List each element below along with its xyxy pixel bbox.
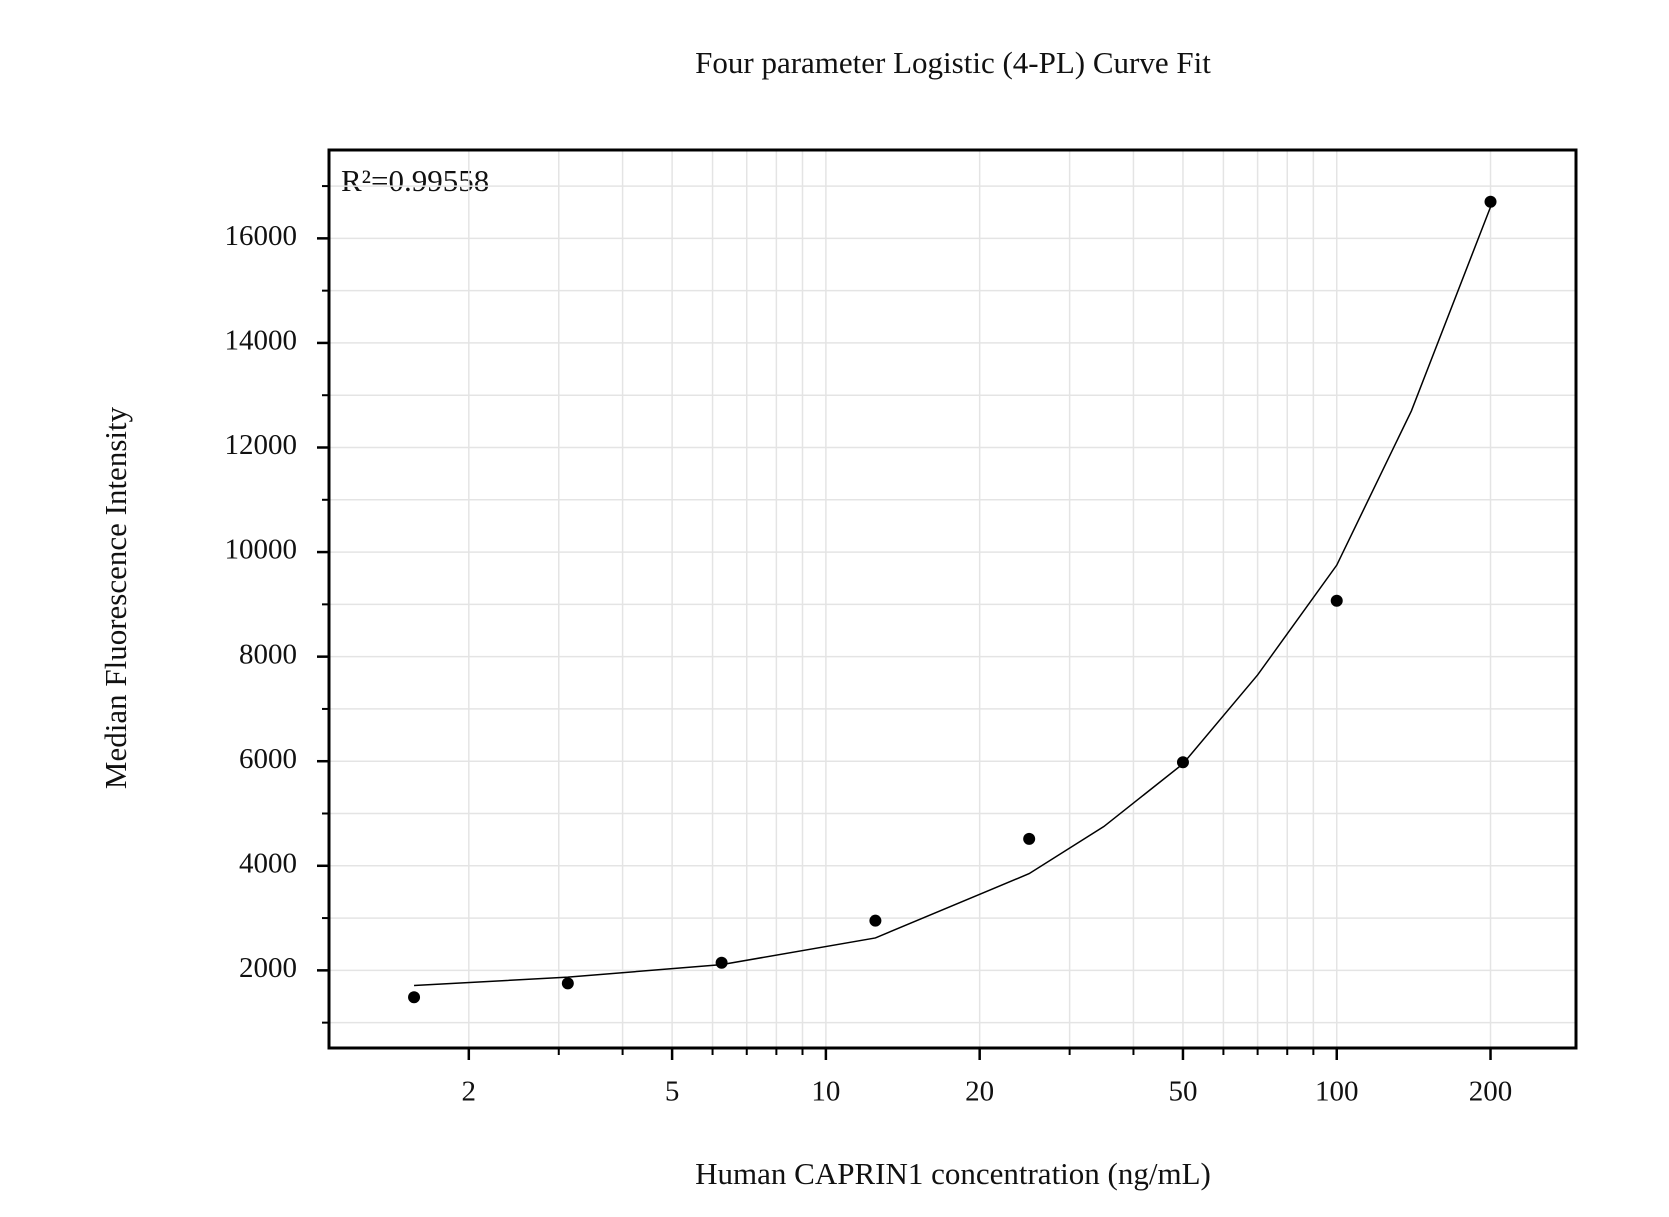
x-tick-label: 5 — [665, 1076, 680, 1108]
x-axis-label: Human CAPRIN1 concentration (ng/mL) — [695, 1156, 1211, 1191]
y-tick-label: 2000 — [239, 952, 297, 984]
x-tick-label: 20 — [965, 1076, 994, 1108]
data-point — [1484, 195, 1497, 208]
y-tick-label: 8000 — [239, 638, 297, 670]
y-tick-label: 6000 — [239, 743, 297, 775]
fit-curve — [414, 206, 1492, 987]
x-tick-label: 200 — [1469, 1076, 1513, 1108]
data-point — [408, 991, 421, 1004]
x-tick-label: 10 — [811, 1076, 840, 1108]
x-tick-label: 2 — [462, 1076, 477, 1108]
data-point — [869, 914, 882, 927]
y-tick-label: 10000 — [225, 534, 298, 566]
chart-title: Four parameter Logistic (4-PL) Curve Fit — [695, 45, 1211, 80]
y-tick-label: 16000 — [225, 220, 298, 252]
data-point — [715, 956, 728, 969]
y-tick-label: 4000 — [239, 847, 297, 879]
x-tick-label: 50 — [1168, 1076, 1197, 1108]
r-squared-annotation: R²=0.99558 — [341, 163, 489, 198]
plot-frame — [327, 148, 1578, 1050]
y-tick-label: 12000 — [225, 429, 298, 461]
x-tick-label: 100 — [1315, 1076, 1359, 1108]
data-point — [1023, 832, 1036, 845]
data-point — [561, 977, 574, 990]
y-axis-label: Median Fluorescence Intensity — [98, 406, 133, 789]
y-tick-label: 14000 — [225, 325, 298, 357]
data-point — [1330, 594, 1343, 607]
